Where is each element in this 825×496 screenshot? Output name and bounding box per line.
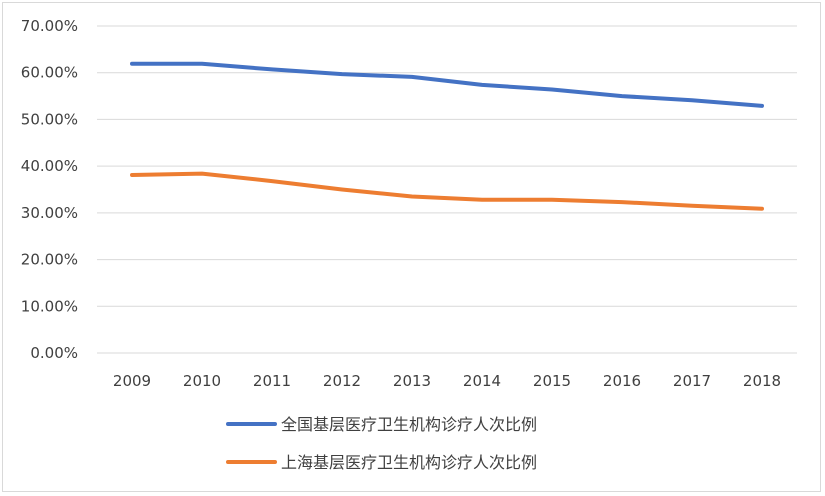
x-tick-label: 2014	[463, 372, 501, 390]
y-tick-label: 10.00%	[21, 297, 78, 315]
y-axis-tick-labels: 0.00% 10.00% 20.00% 30.00% 40.00% 50.00% 60.00…	[21, 17, 78, 362]
x-tick-label: 2011	[253, 372, 291, 390]
x-axis-tick-labels: 2009 2010 2011 2012 2013 2014 2015 2016 2017 2018	[113, 372, 781, 390]
x-tick-label: 2010	[183, 372, 221, 390]
y-tick-label: 0.00%	[30, 344, 78, 362]
legend-label-1: 全国基层医疗卫生机构诊疗人次比例	[281, 415, 537, 434]
y-tick-label: 70.00%	[21, 17, 78, 35]
gridlines	[97, 25, 797, 354]
series-line-2	[130, 171, 764, 211]
legend-label-2: 上海基层医疗卫生机构诊疗人次比例	[281, 453, 537, 472]
x-tick-label: 2016	[603, 372, 641, 390]
series-line-1	[130, 61, 764, 108]
y-tick-label: 60.00%	[21, 64, 78, 82]
x-tick-label: 2009	[113, 372, 151, 390]
x-tick-label: 2013	[393, 372, 431, 390]
y-tick-label: 30.00%	[21, 204, 78, 222]
y-tick-label: 40.00%	[21, 157, 78, 175]
x-tick-label: 2012	[323, 372, 361, 390]
x-tick-label: 2015	[533, 372, 571, 390]
y-tick-label: 20.00%	[21, 251, 78, 269]
y-tick-label: 50.00%	[21, 110, 78, 128]
series-lines	[130, 61, 764, 211]
x-tick-label: 2018	[743, 372, 781, 390]
x-tick-label: 2017	[673, 372, 711, 390]
